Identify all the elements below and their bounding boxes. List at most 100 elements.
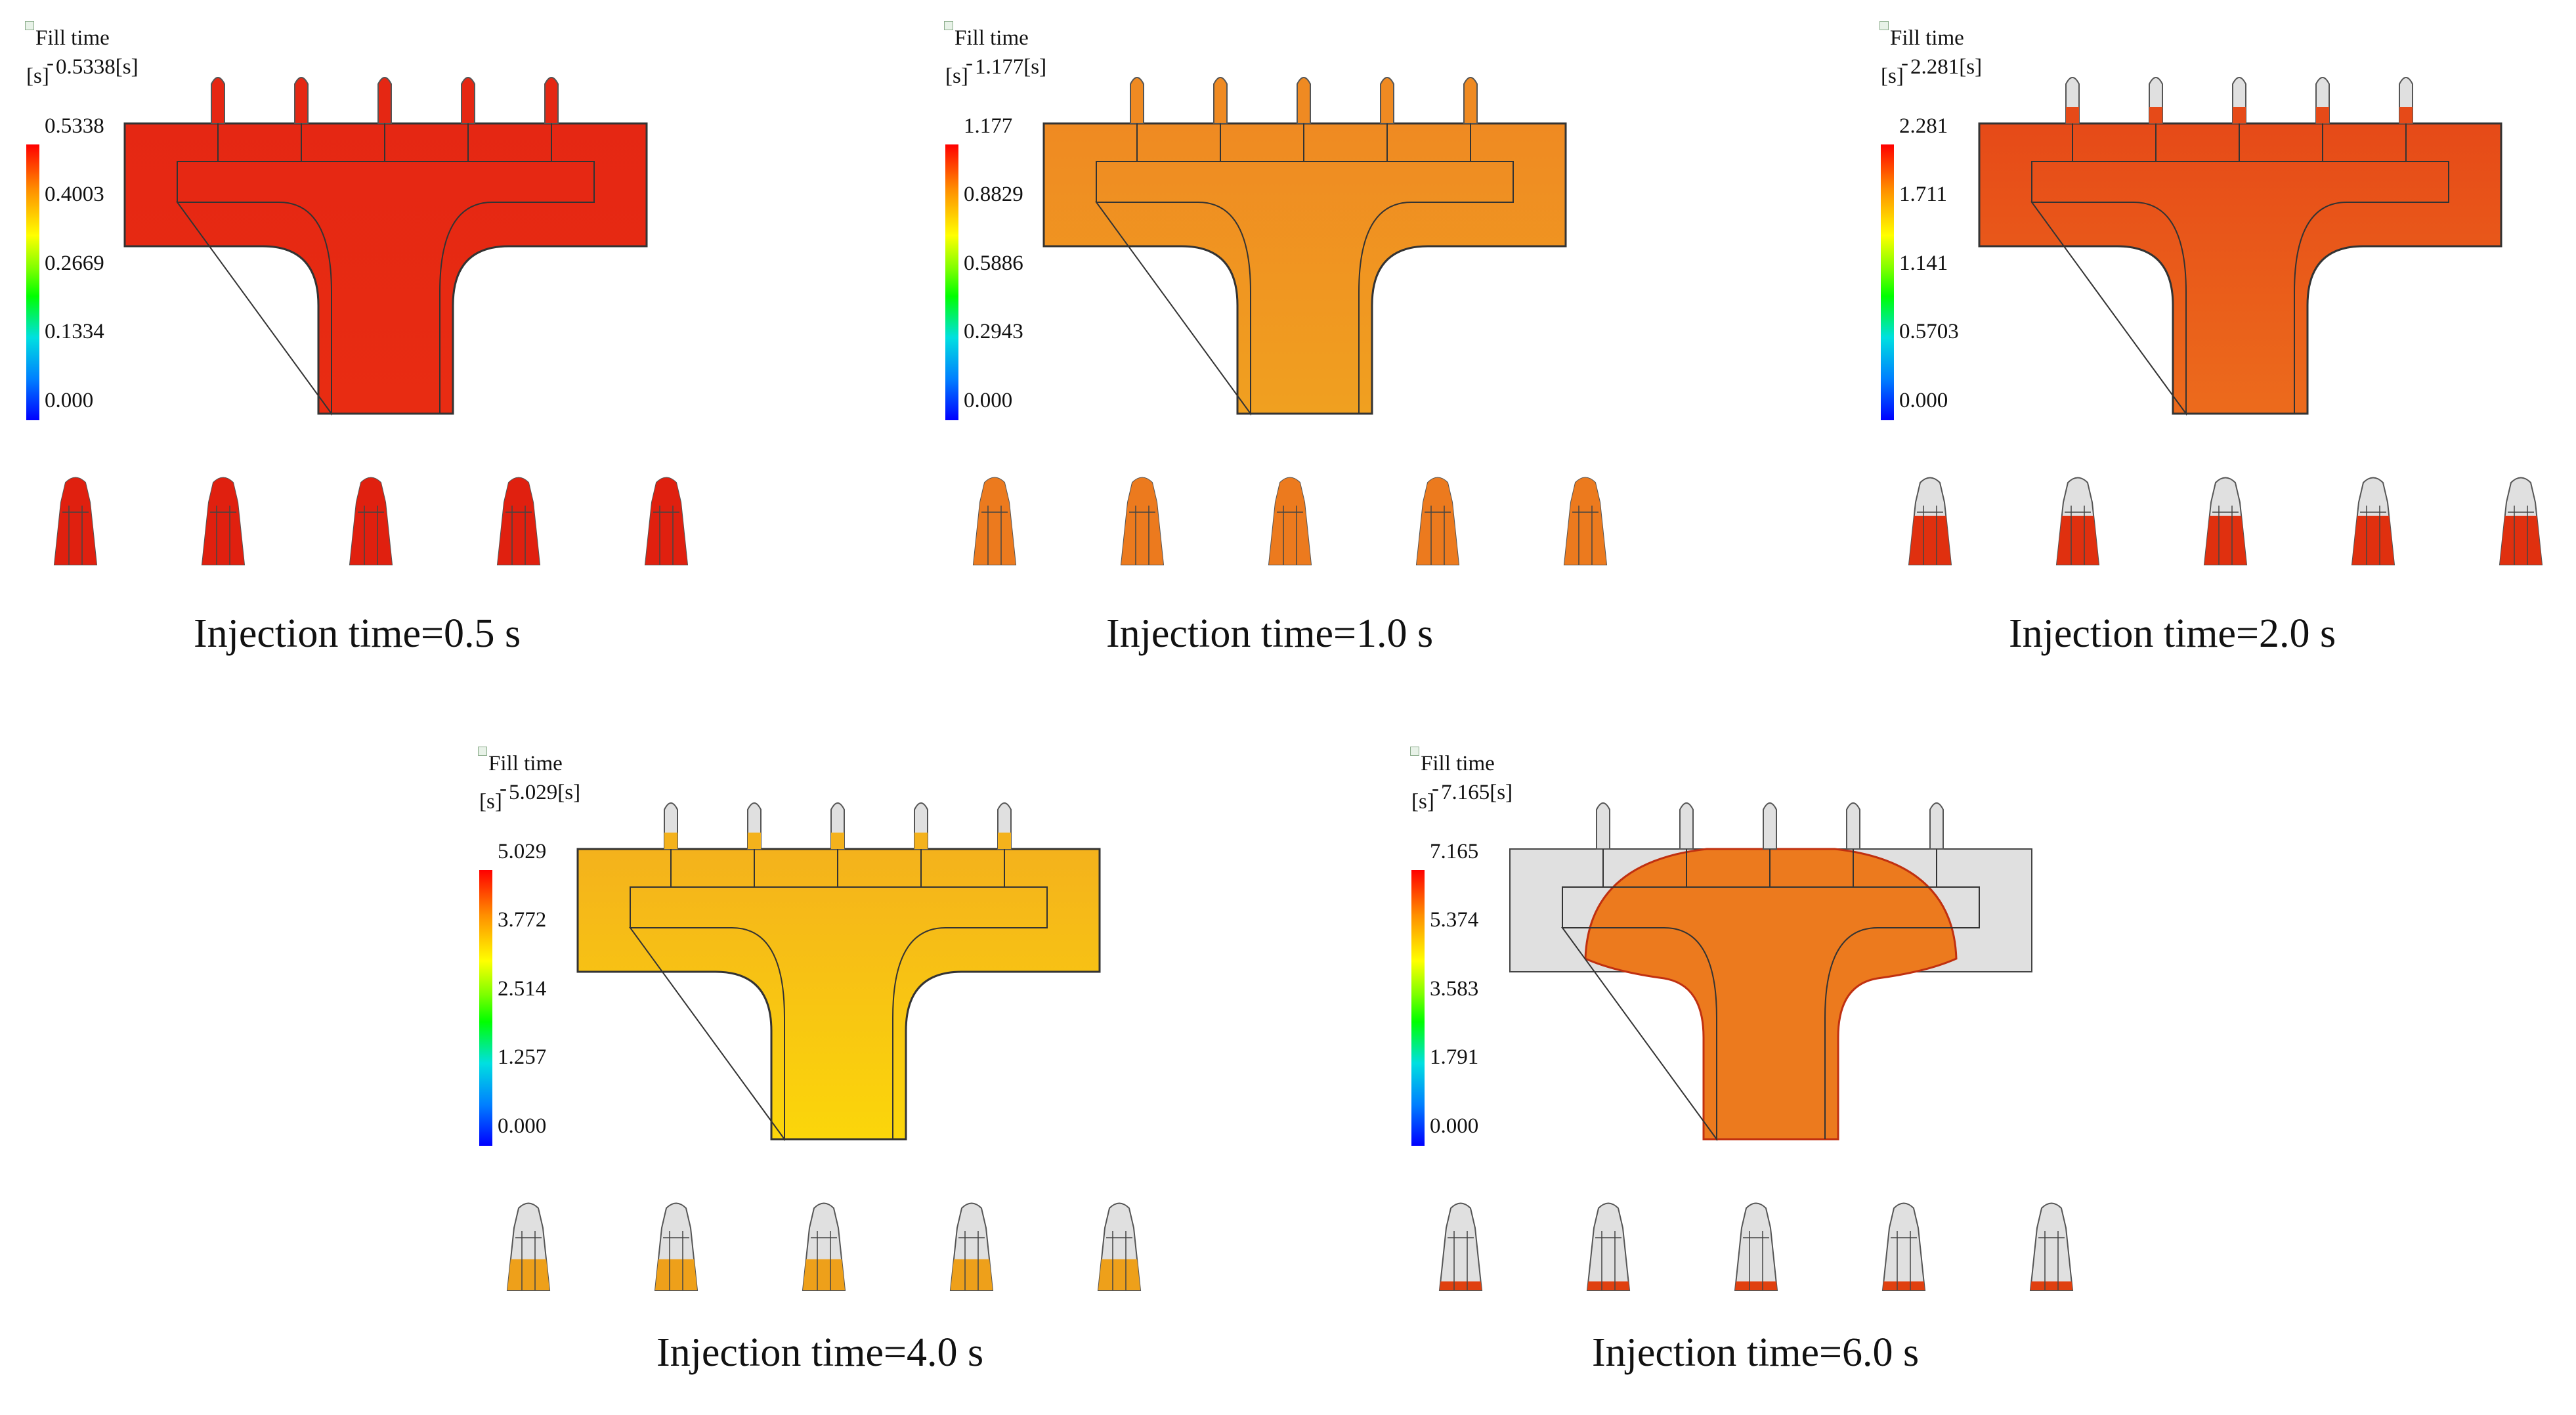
part-detail	[1277, 506, 1303, 565]
molded-part	[1908, 477, 1952, 565]
colorbar-tick: 0.2669	[45, 251, 104, 275]
molded-part	[1415, 477, 1460, 565]
colorbar-tick: 0.5703	[1899, 320, 1959, 343]
gate	[1463, 77, 1478, 124]
gate	[1130, 77, 1144, 124]
fill-contour-plot	[972, 77, 1608, 565]
cavity-fill	[123, 122, 648, 415]
molded-part	[201, 477, 246, 565]
molded-part	[349, 477, 393, 565]
part-outline	[1438, 1202, 1483, 1291]
legend-icon	[1879, 21, 1889, 30]
molded-part	[654, 1202, 698, 1291]
part-fill	[350, 477, 392, 565]
gate	[211, 77, 225, 124]
part-outline	[2029, 1202, 2074, 1291]
colorbar-tick: 1.711	[1899, 183, 1948, 206]
colorbar	[945, 144, 958, 420]
molded-part	[1097, 1202, 1142, 1291]
fill-contour-plot	[506, 802, 1142, 1291]
runner-outline	[629, 886, 1048, 1142]
legend-max: -5.029[s]	[500, 777, 581, 804]
molded-part	[506, 1202, 551, 1291]
molded-part	[1881, 1202, 1926, 1291]
part-fill	[2057, 515, 2099, 565]
gate	[544, 77, 559, 124]
part-fill	[202, 477, 244, 565]
part-detail	[2360, 506, 2386, 565]
gate-fill	[998, 833, 1011, 849]
colorbar-tick: 1.791	[1430, 1045, 1479, 1069]
colorbar-tick: 0.5338	[45, 114, 104, 138]
part-detail	[1743, 1231, 1769, 1290]
part-fill	[2500, 515, 2542, 565]
fill-panel: Fill time [s] -1.177[s] 1.177 0.8829 0.5…	[944, 21, 1667, 689]
part-detail	[2038, 1231, 2065, 1290]
part-fill	[2204, 515, 2246, 565]
legend-unit: [s]	[945, 64, 968, 88]
colorbar-tick: 7.165	[1430, 840, 1479, 863]
fill-panel: Fill time [s] -2.281[s] 2.281 1.711 1.14…	[1879, 21, 2576, 689]
gate	[461, 77, 475, 124]
molded-part	[53, 477, 98, 565]
part-detail	[2065, 506, 2091, 565]
molded-part	[2055, 477, 2100, 565]
legend-icon	[25, 21, 34, 30]
colorbar-tick: 0.000	[1899, 389, 1948, 412]
molded-part	[1734, 1202, 1778, 1291]
colorbar-tick: 1.177	[964, 114, 1013, 138]
colorbar-tick: 0.1334	[45, 320, 104, 343]
part-fill	[645, 477, 687, 565]
gate	[377, 77, 392, 124]
legend-unit: [s]	[26, 64, 49, 88]
part-fill	[1587, 1281, 1629, 1290]
colorbar	[26, 144, 39, 420]
legend-icon	[1410, 747, 1419, 756]
gate	[1213, 77, 1228, 124]
part-detail	[811, 1231, 837, 1290]
injection-time-caption: Injection time=4.0 s	[656, 1330, 984, 1375]
injection-time-caption: Injection time=0.5 s	[194, 611, 521, 656]
fill-contour-plot	[1908, 77, 2543, 565]
legend-max: -7.165[s]	[1432, 777, 1513, 804]
molded-part	[972, 477, 1017, 565]
colorbar-tick: 3.772	[498, 908, 547, 932]
runner-outline	[1095, 161, 1514, 416]
part-fill	[1121, 477, 1163, 565]
part-outline	[1734, 1202, 1778, 1291]
fill-panel: Fill time [s] -5.029[s] 5.029 3.772 2.51…	[478, 747, 1201, 1415]
part-fill	[1098, 1259, 1140, 1290]
gate-fill	[2066, 107, 2079, 123]
gate-fill	[2233, 107, 2246, 123]
injection-time-caption: Injection time=2.0 s	[2009, 611, 2336, 656]
melt-front	[1584, 848, 1958, 1141]
part-detail	[663, 1231, 689, 1290]
colorbar	[1881, 144, 1894, 420]
gate	[1297, 77, 1311, 124]
legend-title: Fill time	[1421, 752, 1495, 775]
gate	[1380, 77, 1394, 124]
molded-part	[949, 1202, 994, 1291]
part-detail	[62, 506, 89, 565]
injection-time-caption: Injection time=6.0 s	[1592, 1330, 1920, 1375]
molded-part	[2029, 1202, 2074, 1291]
part-detail	[958, 1231, 985, 1290]
part-fill	[1440, 1281, 1482, 1290]
molded-part	[1120, 477, 1165, 565]
part-fill	[1735, 1281, 1777, 1290]
gate	[1846, 802, 1860, 850]
part-detail	[1106, 1231, 1132, 1290]
gate-fill	[2316, 107, 2329, 123]
part-fill	[1417, 477, 1459, 565]
part-fill	[1269, 477, 1311, 565]
legend-title: Fill time	[488, 752, 563, 775]
molded-part	[1268, 477, 1312, 565]
part-detail	[1917, 506, 1943, 565]
gate	[1929, 802, 1944, 850]
part-fill	[2030, 1281, 2072, 1290]
legend-icon	[944, 21, 953, 30]
part-detail	[1448, 1231, 1474, 1290]
colorbar-tick: 0.8829	[964, 183, 1023, 206]
part-detail	[2212, 506, 2239, 565]
legend-max: -2.281[s]	[1901, 51, 1983, 79]
